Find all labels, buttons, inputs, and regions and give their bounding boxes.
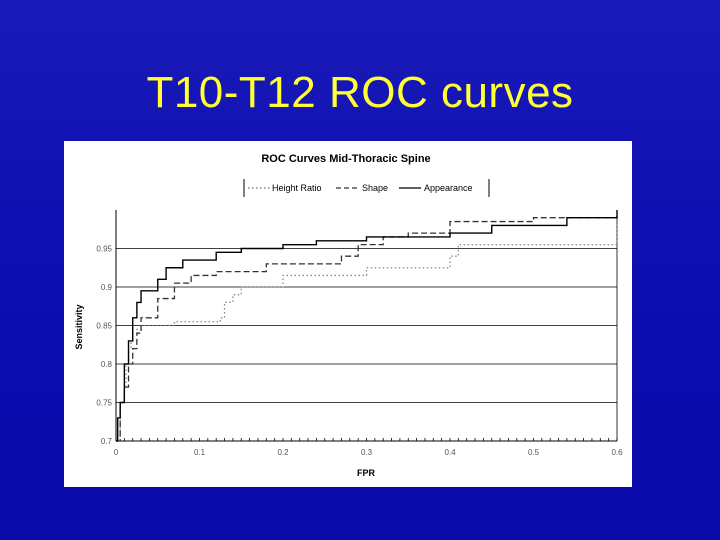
series-line-height-ratio [116,221,618,442]
x-tick-label: 0.5 [528,448,540,457]
y-tick-label: 0.75 [96,399,112,408]
legend-label-height-ratio: Height Ratio [272,183,322,193]
x-tick-label: 0.1 [194,448,206,457]
series-line-appearance [116,210,618,442]
x-axis-title: FPR [357,468,376,478]
chart-panel: ROC Curves Mid-Thoracic Spine Height Rat… [64,141,632,487]
x-tick-label: 0 [114,448,119,457]
legend-label-appearance: Appearance [424,183,473,193]
x-tick-label: 0.4 [444,448,456,457]
series-lines [116,210,618,442]
chart-legend: Height Ratio Shape Appearance [243,179,490,197]
x-tick-label: 0.6 [611,448,623,457]
slide-title: T10-T12 ROC curves [146,68,574,117]
x-tick-label: 0.3 [361,448,373,457]
y-axis-title: Sensitivity [74,304,84,349]
y-tick-label: 0.9 [101,283,113,292]
chart-title: ROC Curves Mid-Thoracic Spine [261,153,430,165]
y-tick-label: 0.85 [96,322,112,331]
series-line-shape [116,213,618,442]
y-tick-label: 0.7 [101,437,113,446]
legend-label-shape: Shape [362,183,388,193]
grid-lines [116,248,617,403]
roc-chart: ROC Curves Mid-Thoracic Spine Height Rat… [74,153,623,478]
axes: 0.7 0.75 0.8 0.85 0.9 0.95 0 0.1 0.2 0.3 0.4 0.5 0.6 [96,210,623,457]
x-tick-label: 0.2 [277,448,289,457]
y-tick-label: 0.8 [101,360,113,369]
y-tick-label: 0.95 [96,245,112,254]
